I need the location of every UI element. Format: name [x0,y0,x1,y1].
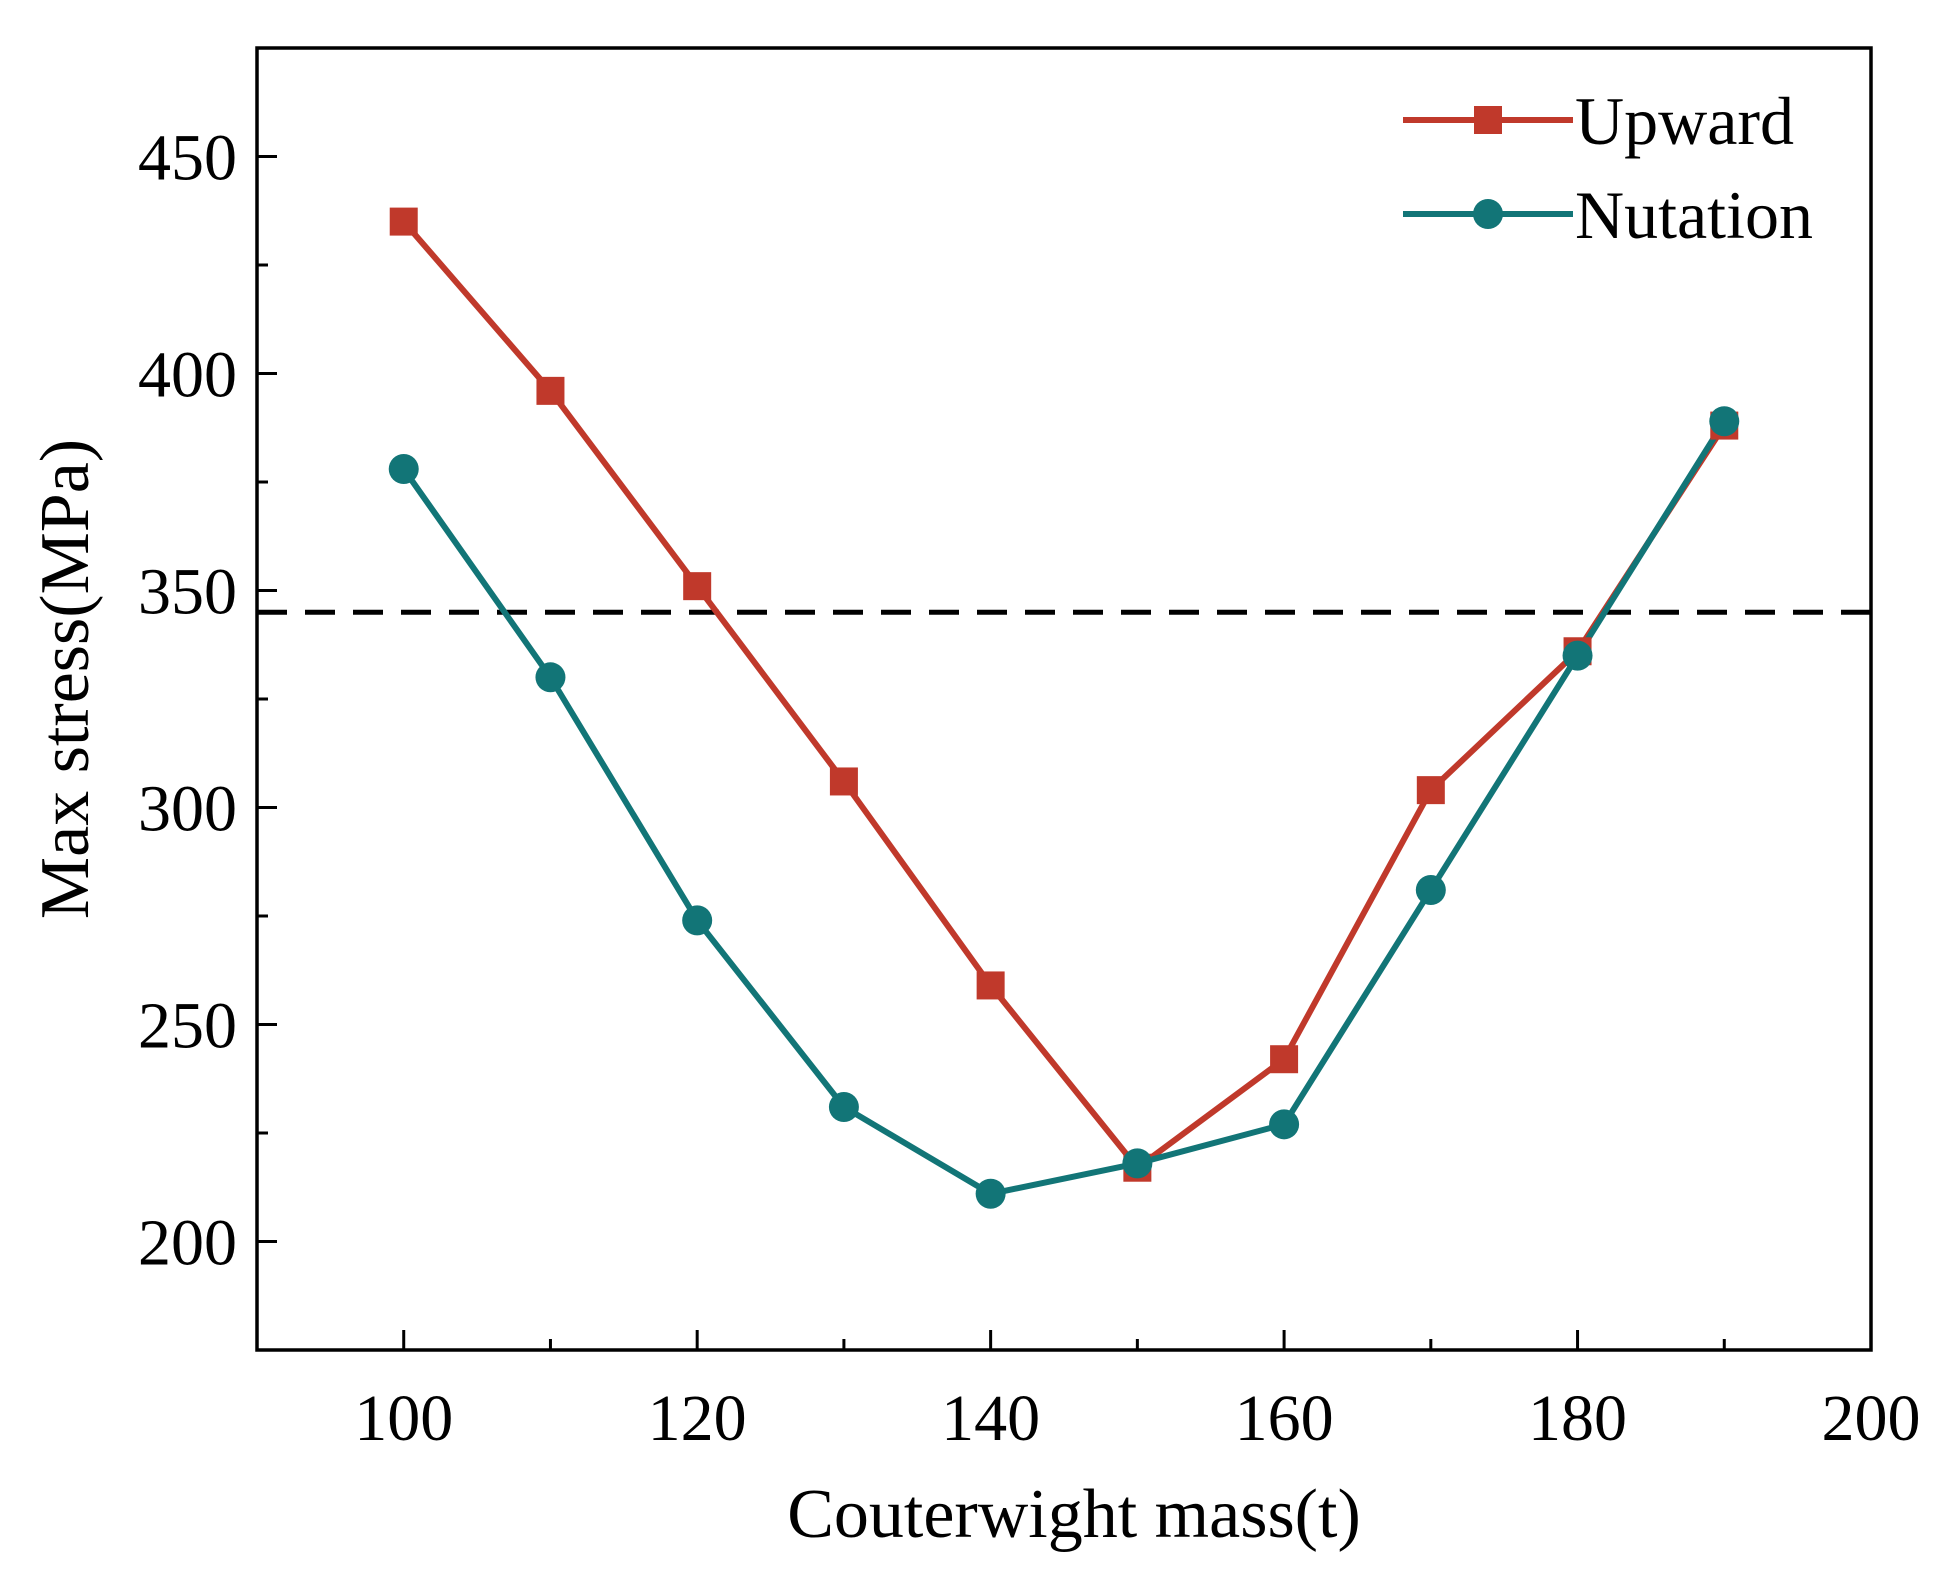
y-axis-title: Max stress(MPa) [27,439,104,919]
x-tick-label: 200 [1822,1382,1921,1455]
legend-label-upward: Upward [1575,83,1794,159]
axes-layer: 100 120 140 160 180 200 200 250 300 350 400 450 Cout… [27,46,1921,1553]
x-tick-label: 120 [648,1382,747,1455]
x-tick-label: 100 [354,1382,453,1455]
legend-marker-nutation [1473,199,1503,229]
y-tick-label: 200 [138,1207,237,1280]
data-point-nutation [975,1178,1006,1209]
y-tick-label: 250 [138,990,237,1063]
x-axis-title: Couterwight mass(t) [787,1476,1361,1553]
legend-marker-upward [1474,106,1502,134]
data-point-nutation [535,662,566,693]
y-tick-label: 350 [138,556,237,629]
y-tick-label: 300 [138,773,237,846]
plot-layer [257,207,1871,1209]
data-point-upward [389,207,418,236]
data-point-upward [536,376,565,405]
series-line-nutation [401,419,1727,1197]
y-tick-label: 400 [138,339,237,412]
data-point-nutation [1415,874,1446,905]
x-tick-label: 140 [941,1382,1040,1455]
series-line-upward [401,219,1727,1171]
data-point-upward [976,971,1005,1000]
data-point-upward [829,767,858,796]
data-point-nutation [1709,406,1740,437]
data-point-nutation [1269,1109,1300,1140]
data-point-nutation [828,1091,859,1122]
legend-label-nutation: Nutation [1575,177,1813,253]
data-point-nutation [1122,1148,1153,1179]
y-tick-label: 450 [138,122,237,195]
data-point-upward [1270,1045,1299,1074]
data-point-nutation [388,453,419,484]
x-tick-label: 180 [1528,1382,1627,1455]
data-point-nutation [682,905,713,936]
x-tick-label: 160 [1235,1382,1334,1455]
chart-legend: Upward Nutation [1403,83,1813,253]
data-point-upward [683,572,712,601]
data-point-upward [1416,776,1445,805]
data-point-nutation [1562,640,1593,671]
